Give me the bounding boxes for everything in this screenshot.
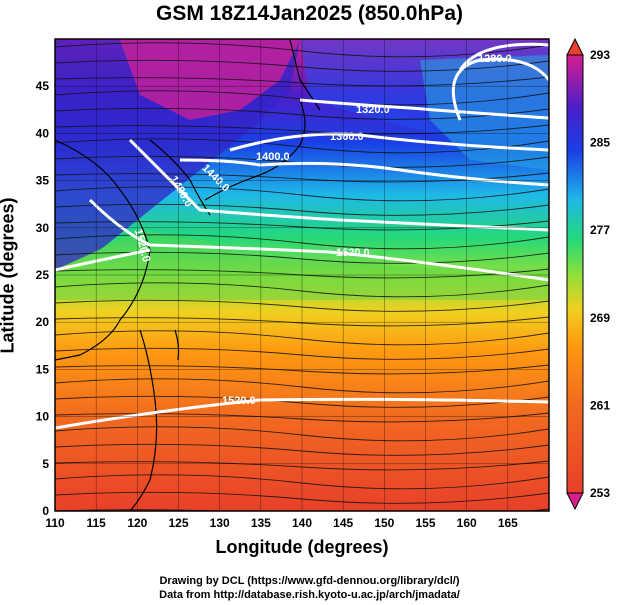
- y-tick-label: 15: [36, 362, 50, 376]
- y-tick-label: 20: [36, 315, 50, 329]
- colorbar-tick-label: 277: [590, 223, 610, 237]
- x-tick-label: 140: [292, 516, 312, 530]
- x-tick-label: 150: [374, 516, 394, 530]
- contour-label: 1520.0: [222, 395, 256, 407]
- x-tick-labels: 110 115 120 125 130 135 140 145 150 155 160 165: [45, 516, 518, 530]
- colorbar-tick-label: 285: [590, 136, 610, 150]
- x-tick-label: 120: [127, 516, 147, 530]
- credit-drawing: Drawing by DCL (https://www.gfd-dennou.o…: [159, 575, 460, 587]
- x-tick-label: 130: [210, 516, 230, 530]
- x-axis-title: Longitude (degrees): [215, 537, 389, 557]
- y-axis-title: Latitude (degrees): [0, 197, 18, 354]
- contour-label: 1520.0: [336, 247, 370, 259]
- y-tick-label: 25: [36, 268, 50, 282]
- colorbar-tick-label: 293: [590, 48, 610, 62]
- y-tick-label: 35: [36, 174, 50, 188]
- x-tick-label: 165: [498, 516, 518, 530]
- x-tick-label: 155: [415, 516, 435, 530]
- colorbar: 253 261 269 277 285 293: [566, 37, 610, 511]
- streamline: [55, 508, 549, 511]
- x-tick-label: 145: [333, 516, 353, 530]
- x-tick-label: 125: [168, 516, 188, 530]
- x-tick-label: 115: [86, 516, 106, 530]
- y-tick-label: 40: [36, 126, 50, 140]
- map-title: GSM 18Z14Jan2025 (850.0hPa): [155, 2, 463, 25]
- x-tick-label: 160: [457, 516, 477, 530]
- wind-streamlines: [55, 42, 549, 511]
- colorbar-tick-labels: 253 261 269 277 285 293: [590, 48, 610, 500]
- y-tick-labels: 0 5 10 15 20 25 30 35 40 45: [36, 79, 50, 518]
- y-tick-label: 0: [42, 504, 49, 518]
- colorbar-tick-label: 253: [590, 486, 610, 500]
- colorbar-tick-label: 261: [590, 398, 610, 412]
- colorbar-top-arrow: [566, 37, 584, 56]
- colorbar-bottom-arrow: [566, 492, 584, 511]
- credit-data: Data from http://database.rish.kyoto-u.a…: [159, 589, 460, 601]
- colorbar-ramp: [566, 54, 584, 494]
- contour-label: 1400.0: [256, 151, 290, 163]
- colorbar-tick-label: 269: [590, 311, 610, 325]
- contour-label: 1320.0: [356, 104, 390, 116]
- height-contours: [55, 42, 549, 430]
- y-tick-label: 10: [36, 410, 50, 424]
- contour-label: 1360.0: [330, 131, 364, 143]
- contour-label: 1280.0: [478, 53, 512, 65]
- plot-frame: [54, 38, 550, 512]
- y-tick-label: 45: [36, 79, 50, 93]
- y-tick-label: 5: [42, 457, 49, 471]
- y-tick-label: 30: [36, 221, 50, 235]
- x-tick-label: 110: [45, 516, 65, 530]
- x-tick-label: 135: [251, 516, 271, 530]
